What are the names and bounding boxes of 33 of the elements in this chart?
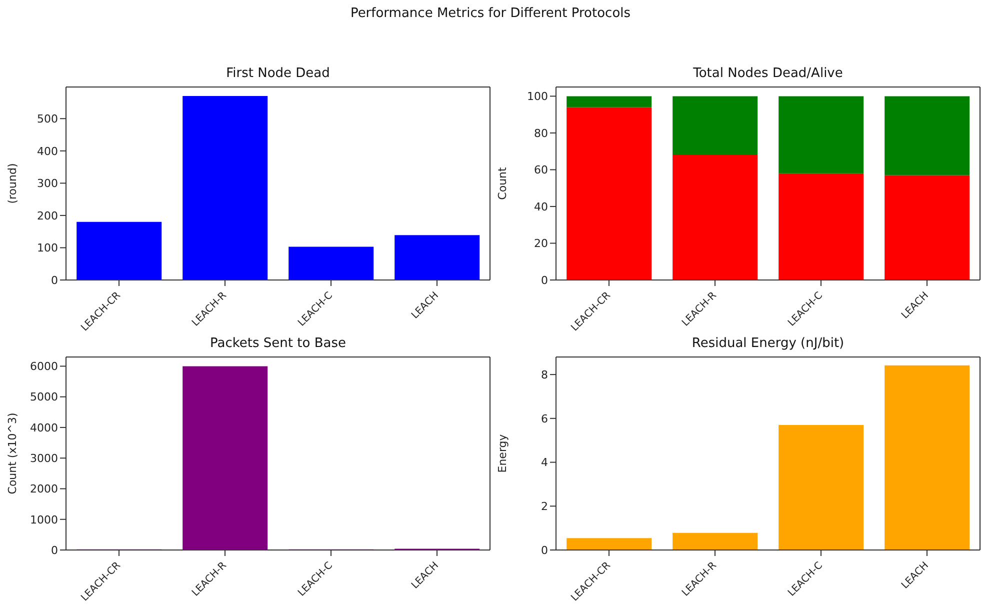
y-tick-label: 6 — [541, 412, 548, 426]
y-tick-label: 100 — [37, 242, 58, 255]
y-tick-label: 20 — [534, 237, 548, 250]
y-tick-label: 300 — [37, 177, 58, 190]
y-axis-title: Energy — [496, 434, 509, 473]
chart-title: Packets Sent to Base — [209, 336, 347, 351]
y-tick-label: 40 — [534, 200, 548, 214]
y-axis-title: (round) — [6, 163, 19, 204]
y-tick-label: 2000 — [30, 482, 58, 496]
y-tick-label: 60 — [534, 164, 548, 177]
chart-title: First Node Dead — [225, 66, 331, 81]
y-tick-label: 500 — [37, 112, 58, 126]
y-axis-title: Count — [496, 166, 509, 200]
y-tick-label: 4000 — [30, 421, 58, 434]
y-tick-label: 200 — [37, 209, 58, 222]
chart-title: Total Nodes Dead/Alive — [692, 66, 844, 81]
y-tick-label: 4 — [541, 456, 548, 470]
text: Performance Metrics for Different Protocols — [349, 6, 632, 21]
y-tick-label: 6000 — [30, 360, 58, 374]
y-tick-label: 8 — [541, 368, 548, 382]
y-tick-label: 80 — [534, 126, 548, 140]
y-tick-label: 1000 — [30, 513, 58, 526]
y-tick-label: 2 — [541, 500, 548, 514]
chart-title: Residual Energy (nJ/bit) — [690, 336, 846, 351]
y-tick-label: 0 — [541, 544, 548, 557]
y-tick-label: 0 — [541, 274, 548, 287]
y-tick-label: 400 — [37, 144, 58, 158]
y-tick-label: 0 — [51, 544, 58, 557]
y-axis-title: Count (x10^3) — [6, 412, 19, 494]
y-tick-label: 0 — [51, 274, 58, 287]
y-tick-label: 100 — [527, 90, 548, 104]
y-tick-label: 3000 — [30, 452, 58, 465]
y-tick-label: 5000 — [30, 390, 58, 404]
